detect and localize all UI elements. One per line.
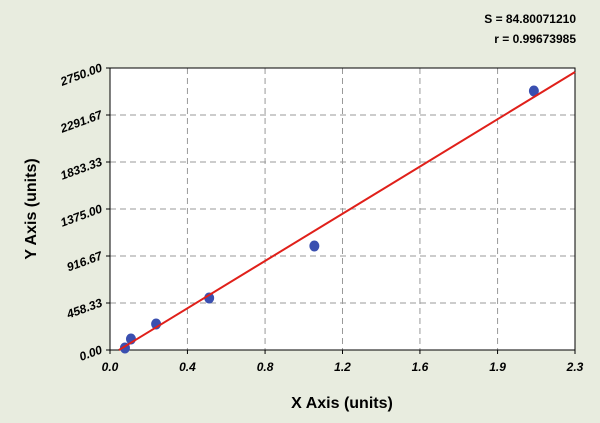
x-tick-label: 2.3 [566, 360, 584, 374]
x-axis-label: X Axis (units) [291, 395, 393, 412]
x-tick-label: 0.8 [257, 360, 274, 374]
point [309, 240, 320, 252]
y-axis-label: Y Axis (units) [23, 158, 40, 259]
y-tick-label: 1833.33 [59, 155, 105, 183]
y-tick-label: 1375.00 [59, 202, 105, 230]
point [204, 292, 215, 304]
x-tick-label: 1.6 [412, 360, 429, 374]
annotation: S = 84.80071210 [484, 12, 576, 26]
point [528, 85, 539, 97]
x-tick-label: 0.0 [102, 360, 119, 374]
y-tick-label: 916.67 [65, 248, 106, 274]
annotation: r = 0.99673985 [494, 32, 576, 46]
y-tick-label: 2750.00 [58, 61, 105, 89]
fit-line [118, 71, 576, 351]
x-tick-label: 1.9 [489, 360, 506, 374]
y-tick-label: 2291.67 [58, 107, 106, 136]
y-tick-label: 458.33 [64, 296, 105, 322]
plot-border [109, 67, 576, 351]
y-tick-label: 0.00 [77, 343, 104, 364]
x-tick-label: 0.4 [179, 360, 196, 374]
x-tick-label: 1.2 [334, 360, 351, 374]
